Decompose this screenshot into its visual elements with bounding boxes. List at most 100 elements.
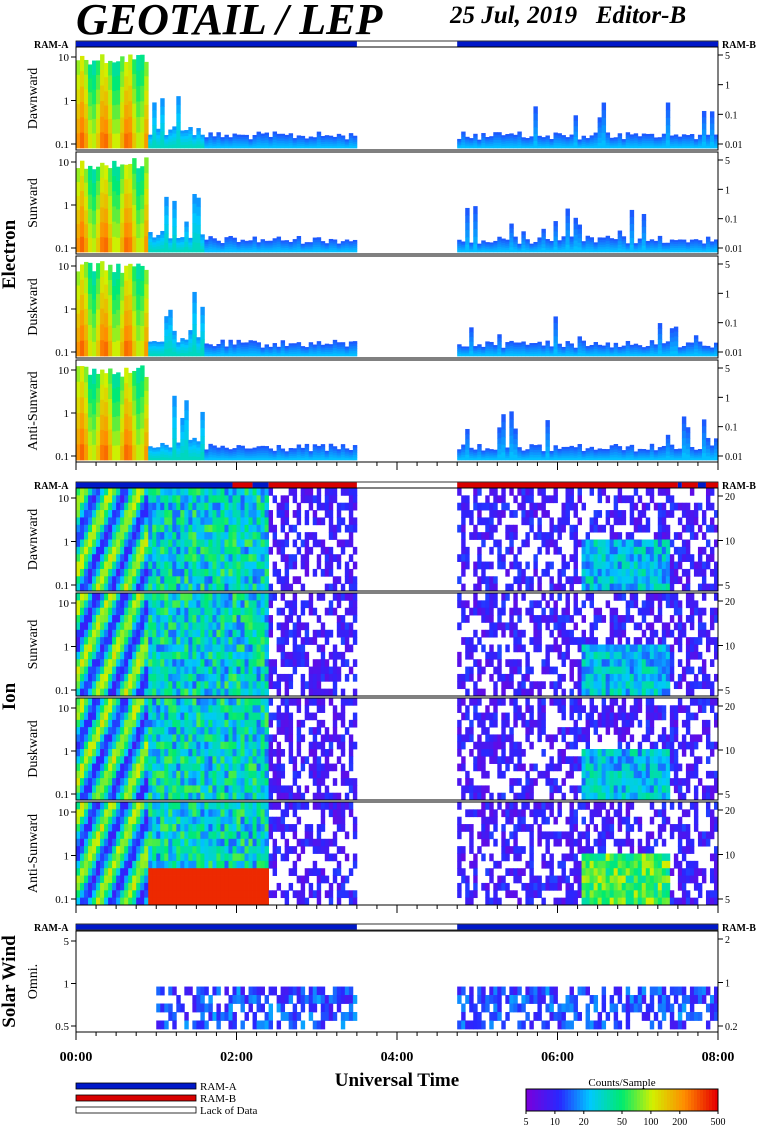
group-electron-panel-3-cell (581, 458, 586, 461)
group-electron-panel-0-cell (176, 113, 181, 123)
group-ion-panel-0-cell (88, 495, 93, 504)
group-electron-panel-3-cell (501, 429, 506, 438)
group-electron-panel-1-cell (713, 245, 719, 249)
group-ion-panel-0-cell (304, 510, 310, 518)
group-electron-panel-1-cell (248, 246, 253, 249)
group-electron-panel-1-cell (593, 242, 599, 245)
group-ion-panel-0-cell (697, 502, 703, 511)
group-electron-panel-3-cell (561, 455, 566, 459)
group-electron-panel-0-cell (336, 133, 342, 137)
group-ion-panel-1-cell (120, 644, 125, 653)
group-electron-panel-1-cell (248, 248, 253, 251)
group-electron-panel-1-cell (132, 173, 137, 190)
group-ion-panel-0-cell (80, 561, 85, 570)
group-electron-panel-1-cell (168, 245, 173, 248)
group-electron-panel-2-cell (629, 348, 635, 351)
group-electron-panel-0-cell (168, 135, 173, 140)
group-ion-panel-0-cell (188, 568, 193, 577)
group-electron-panel-3-cell (148, 453, 153, 456)
group-electron-panel-1-cell (633, 249, 639, 251)
group-electron-panel-0-cell (597, 122, 603, 128)
group-ion-panel-0-cell (565, 517, 570, 526)
group-electron-panel-1-cell (124, 208, 129, 224)
group-electron-panel-3-cell (513, 454, 518, 461)
group-electron-panel-3-cell (296, 447, 302, 451)
group-ion-panel-0-cell (549, 517, 554, 526)
group-electron-panel-1-cell (212, 247, 217, 251)
group-electron-panel-0-cell (180, 139, 185, 143)
group-ion-panel-0-cell (332, 576, 338, 585)
group-electron-panel-2-cell (108, 264, 113, 281)
group-electron-panel-2-cell (693, 352, 699, 357)
group-electron-panel-0-cell (116, 119, 121, 134)
group-electron-panel-1-cell (292, 241, 298, 244)
group-electron-panel-1-cell (180, 242, 185, 245)
group-ion-panel-0-cell (112, 539, 117, 548)
group-electron-panel-2-cell (665, 346, 671, 350)
group-ion-panel-0-cell (629, 532, 635, 540)
group-electron-panel-1-cell (308, 247, 314, 250)
group-ion-panel-0-cell (192, 568, 197, 577)
group-electron-panel-3-cell (140, 396, 145, 414)
group-electron-panel-1-cell (272, 245, 278, 248)
group-electron-panel-2-cell (645, 346, 651, 349)
group-electron-panel-1-cell (156, 237, 161, 242)
group-electron-panel-1-cell (200, 234, 205, 238)
group-electron-panel-1-cell (505, 243, 510, 247)
group-electron-panel-2-cell (220, 345, 225, 349)
group-electron-panel-2-cell (180, 347, 185, 351)
group-ion-panel-0-cell (184, 583, 189, 592)
group-ion-panel-0-cell (280, 495, 286, 504)
group-ion-panel-0-cell (208, 576, 213, 585)
group-ion-panel-0-cell (124, 502, 129, 511)
group-electron-panel-2-cell (116, 340, 121, 357)
group-electron-panel-1-cell (473, 213, 478, 222)
group-ion-panel-0-cell (593, 546, 599, 555)
group-electron-panel-0-cell (276, 136, 282, 139)
group-ion-panel-1-cell (116, 659, 121, 667)
group-ion-panel-0-cell (657, 546, 663, 555)
group-electron-panel-3-cell (505, 457, 510, 461)
group-electron-panel-2-cell (324, 351, 330, 355)
group-electron-panel-2-cell (80, 340, 85, 357)
group-electron-panel-2-cell (96, 278, 101, 295)
group-electron-panel-2-cell (348, 353, 354, 357)
group-electron-panel-1-cell (545, 243, 550, 246)
group-ion-panel-1-cell (88, 673, 93, 682)
group-electron-panel-2-cell (84, 308, 89, 326)
group-electron-panel-1-cell (545, 241, 550, 244)
group-electron-panel-3-cell (260, 455, 265, 459)
group-ion-panel-0-cell (340, 583, 346, 592)
group-ion-panel-0-cell (316, 502, 322, 511)
group-electron-panel-1-cell (88, 194, 93, 210)
group-electron-panel-0-cell (713, 143, 719, 147)
group-electron-panel-0-cell (224, 136, 229, 140)
group-electron-panel-1-cell (236, 243, 241, 246)
group-electron-panel-1-cell (645, 248, 651, 251)
group-electron-panel-0-cell (152, 140, 157, 149)
group-electron-panel-3-cell (629, 457, 635, 461)
group-electron-panel-2-cell (469, 351, 474, 357)
group-ion-panel-0-cell (328, 510, 334, 518)
group-electron-panel-0-cell (216, 137, 221, 141)
group-electron-panel-2-cell (192, 302, 197, 314)
group-electron-panel-3-cell (124, 444, 129, 461)
group-ion-panel-0-cell (200, 532, 205, 540)
group-electron-panel-2-cell (272, 349, 278, 353)
group-electron-panel-2-cell (461, 349, 466, 352)
group-electron-panel-1-cell (180, 244, 185, 248)
group-electron-panel-2-cell (296, 353, 302, 357)
group-electron-panel-2-cell (513, 349, 518, 352)
group-electron-panel-2-cell (76, 285, 81, 300)
group-ion-panel-0-cell (685, 554, 691, 562)
group-electron-panel-2-cell (537, 351, 542, 355)
group-electron-panel-0-cell (697, 139, 703, 142)
group-electron-panel-1-cell (625, 244, 631, 247)
group-electron-panel-1-cell (493, 240, 498, 244)
group-ion-panel-0-cell (100, 495, 105, 504)
group-electron-panel-0-cell (485, 137, 490, 140)
group-ion-panel-0-cell (613, 495, 619, 504)
group-electron-panel-0-cell (529, 140, 534, 143)
group-electron-panel-3-cell (232, 456, 237, 459)
group-electron-panel-1-cell (477, 243, 482, 246)
